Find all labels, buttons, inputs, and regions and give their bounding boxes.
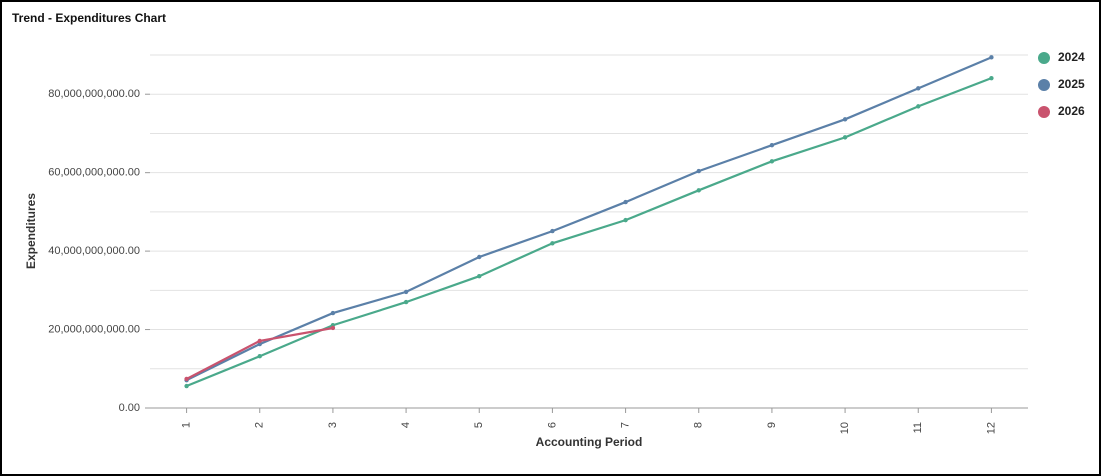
y-tick-label: 80,000,000,000.00 <box>48 88 140 100</box>
data-point <box>184 376 189 382</box>
x-tick-label: 11 <box>912 422 924 433</box>
x-tick-label: 10 <box>839 422 851 434</box>
x-tick-label: 12 <box>985 422 997 434</box>
data-point <box>257 354 262 359</box>
data-point <box>257 341 262 347</box>
y-tick-label: 40,000,000,000.00 <box>48 245 140 257</box>
data-point <box>550 228 555 234</box>
data-point <box>769 143 775 148</box>
x-tick-label: 9 <box>766 422 778 428</box>
data-point <box>916 104 921 109</box>
y-tick-label: 60,000,000,000.00 <box>48 167 140 179</box>
legend-label: 2025 <box>1058 77 1085 91</box>
series-line <box>186 56 992 382</box>
x-tick-label: 5 <box>473 422 485 428</box>
x-tick-label: 7 <box>619 422 631 428</box>
data-point <box>769 159 775 164</box>
data-point <box>184 383 189 389</box>
data-point <box>330 325 336 331</box>
data-point <box>330 310 336 316</box>
x-tick-label: 4 <box>400 422 412 428</box>
legend-marker <box>1038 106 1050 118</box>
data-point <box>989 75 994 81</box>
chart-title: Trend - Expenditures Chart <box>12 11 166 25</box>
data-point <box>477 254 482 260</box>
x-tick-label: 1 <box>180 422 192 428</box>
y-axis-title: Expenditures <box>24 193 38 269</box>
data-point <box>403 299 409 305</box>
x-tick-label: 2 <box>254 422 266 428</box>
data-point <box>477 274 482 279</box>
legend-label: 2024 <box>1058 50 1085 64</box>
data-point <box>257 338 262 344</box>
x-axis-title: Accounting Period <box>536 435 643 449</box>
data-point <box>842 135 848 140</box>
legend-label: 2026 <box>1058 104 1085 118</box>
data-point <box>989 55 994 60</box>
data-point <box>623 199 628 205</box>
y-tick-label: 0.00 <box>119 402 140 414</box>
y-tick-label: 20,000,000,000.00 <box>48 323 140 335</box>
legend-marker <box>1038 52 1050 64</box>
data-point <box>696 188 701 193</box>
data-point <box>916 86 921 91</box>
x-tick-label: 8 <box>693 422 705 428</box>
data-point <box>403 289 409 295</box>
data-point <box>623 217 628 223</box>
data-point <box>842 117 848 122</box>
x-tick-label: 3 <box>327 422 339 428</box>
data-point <box>696 168 701 174</box>
legend-marker <box>1038 79 1050 91</box>
data-point <box>550 241 555 246</box>
x-tick-label: 6 <box>546 422 558 428</box>
